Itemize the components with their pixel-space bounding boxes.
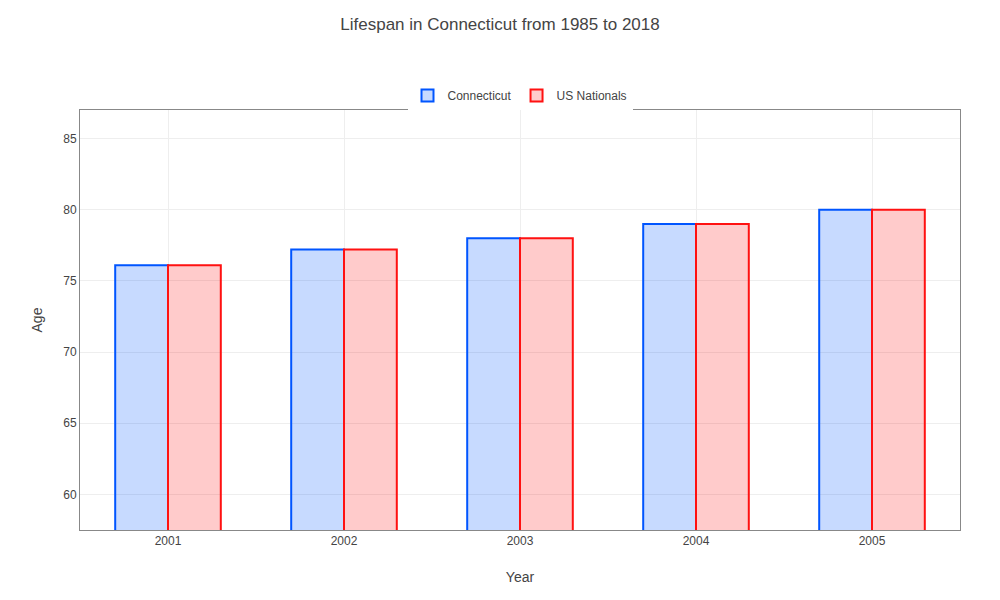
svg-text:2004: 2004 <box>683 534 710 548</box>
svg-text:Year: Year <box>506 569 535 585</box>
svg-text:65: 65 <box>63 416 77 430</box>
svg-text:85: 85 <box>63 132 77 146</box>
svg-text:80: 80 <box>63 203 77 217</box>
svg-text:2003: 2003 <box>507 534 534 548</box>
svg-text:70: 70 <box>63 345 77 359</box>
svg-text:Age: Age <box>29 307 45 332</box>
svg-text:2002: 2002 <box>331 534 358 548</box>
svg-text:2005: 2005 <box>859 534 886 548</box>
svg-text:60: 60 <box>63 488 77 502</box>
svg-text:2001: 2001 <box>155 534 182 548</box>
svg-text:Lifespan in Connecticut from 1: Lifespan in Connecticut from 1985 to 201… <box>340 15 659 34</box>
svg-text:US Nationals: US Nationals <box>557 89 627 103</box>
svg-text:Connecticut: Connecticut <box>448 89 512 103</box>
svg-text:75: 75 <box>63 274 77 288</box>
